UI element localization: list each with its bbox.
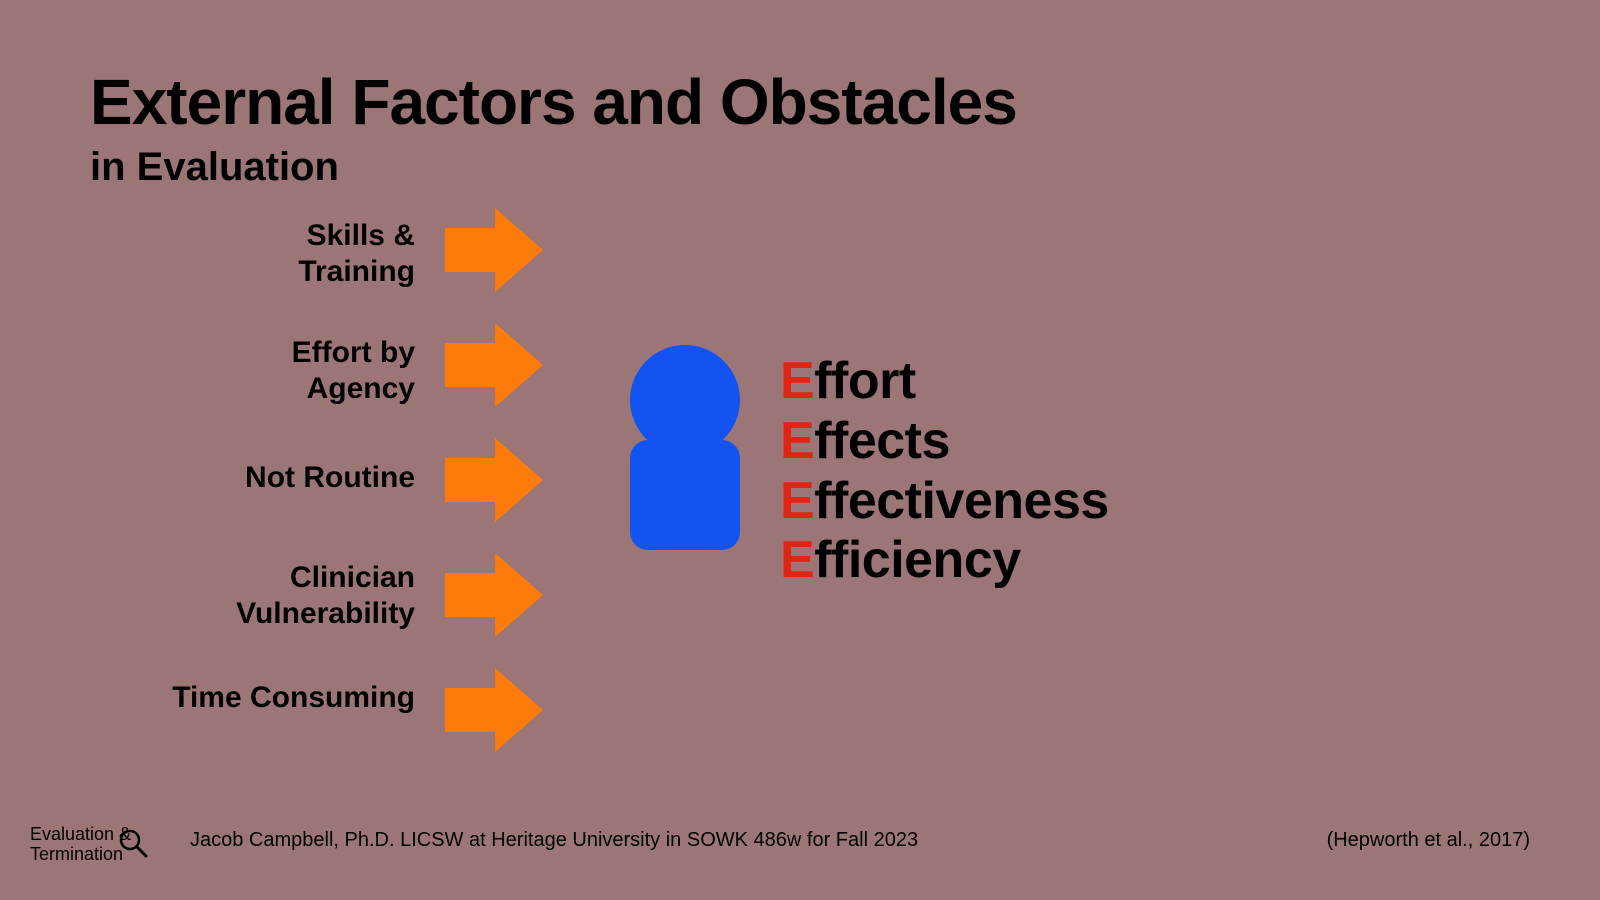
e-list-item-3: Efficiency xyxy=(780,531,1109,591)
arrow-icon-0 xyxy=(445,200,545,300)
factor-label-4: Time Consuming xyxy=(115,680,415,716)
magnifier-icon xyxy=(118,828,148,858)
footer-citation: (Hepworth et al., 2017) xyxy=(1327,829,1530,852)
footer-left-label: Evaluation & Termination xyxy=(30,825,131,865)
footer-attribution: Jacob Campbell, Ph.D. LICSW at Heritage … xyxy=(190,829,918,852)
arrow-icon-4 xyxy=(445,660,545,760)
e-list: EffortEffectsEffectivenessEfficiency xyxy=(780,352,1109,591)
slide-subtitle: in Evaluation xyxy=(90,145,339,190)
arrow-icon-1 xyxy=(445,315,545,415)
e-list-item-2: Effectiveness xyxy=(780,472,1109,532)
person-icon xyxy=(620,345,750,550)
e-list-item-1: Effects xyxy=(780,412,1109,472)
e-list-item-0: Effort xyxy=(780,352,1109,412)
footer-left-line1: Evaluation & xyxy=(30,824,131,844)
factor-label-0: Skills &Training xyxy=(115,218,415,290)
arrow-icon-2 xyxy=(445,430,545,530)
factor-label-3: ClinicianVulnerability xyxy=(115,560,415,632)
arrow-icon-3 xyxy=(445,545,545,645)
footer-left-line2: Termination xyxy=(30,844,123,864)
factor-label-1: Effort byAgency xyxy=(115,335,415,407)
slide-title: External Factors and Obstacles xyxy=(90,65,1017,139)
factor-label-2: Not Routine xyxy=(115,460,415,496)
slide-root: External Factors and Obstacles in Evalua… xyxy=(0,0,1600,900)
